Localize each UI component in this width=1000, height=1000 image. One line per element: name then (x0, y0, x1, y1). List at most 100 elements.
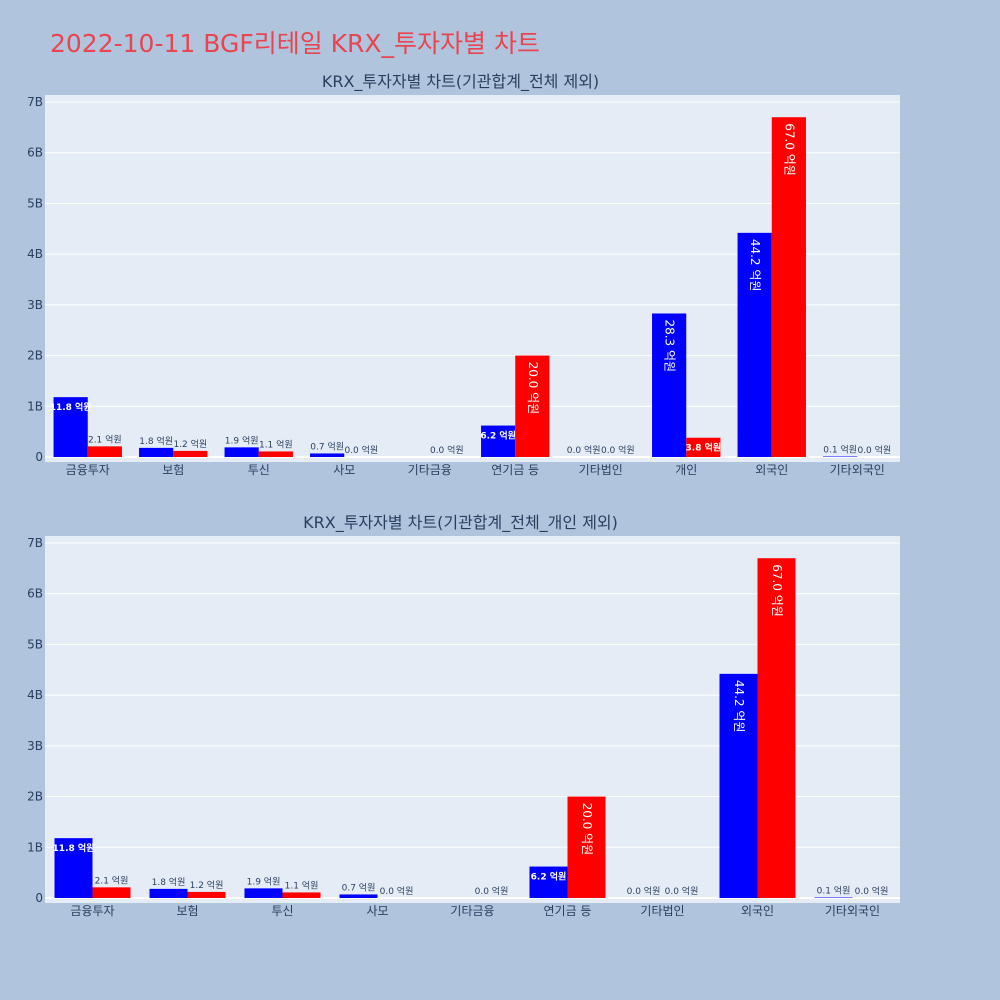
y-tick-label: 2B (27, 790, 43, 804)
bar (224, 447, 259, 457)
x-tick-label: 기타법인 (640, 904, 684, 918)
data-label: 2.1 억원 (88, 433, 122, 445)
y-tick-label: 6B (27, 146, 43, 160)
x-tick-label: 보험 (176, 904, 198, 918)
bar (339, 894, 378, 898)
y-tick-label: 7B (27, 536, 43, 550)
bar (823, 456, 858, 457)
data-label: 0.0 억원 (855, 885, 889, 897)
data-label: 1.9 억원 (247, 875, 281, 887)
data-label: 1.1 억원 (285, 879, 319, 891)
y-tick-label: 1B (27, 399, 43, 413)
bar (54, 838, 93, 898)
data-label: 0.7 억원 (342, 881, 376, 893)
x-tick-label: 금융투자 (70, 904, 114, 918)
data-label: 0.0 억원 (601, 444, 635, 456)
y-tick-label: 3B (27, 739, 43, 753)
data-label: 1.1 억원 (259, 438, 293, 450)
y-tick-label: 4B (27, 688, 43, 702)
x-tick-label: 사모 (366, 904, 388, 918)
y-tick-label: 0 (35, 891, 43, 905)
chart-top: KRX_투자자별 차트(기관합계_전체 제외) 0 1B 2B 3B 4B 5B 6B 7B 금융… (27, 72, 900, 477)
data-label: 44.2 억원 (748, 239, 762, 292)
bar (139, 447, 174, 457)
data-label: 28.3 억원 (663, 319, 677, 372)
bar (515, 355, 550, 457)
data-label: 11.8 억원 (53, 842, 95, 854)
y-tick-label: 1B (27, 840, 43, 854)
page-title: 2022-10-11 BGF리테일 KRX_투자자별 차트 (50, 29, 540, 58)
data-label: 2.1 억원 (95, 874, 129, 886)
x-tick-label: 기타외국인 (830, 463, 885, 477)
data-label: 6.2 억원 (531, 871, 567, 883)
data-label: 44.2 억원 (732, 680, 746, 733)
x-tick-label: 투신 (248, 463, 270, 477)
data-label: 0.0 억원 (567, 444, 601, 456)
y-tick-label: 3B (27, 298, 43, 312)
x-tick-label: 보험 (162, 463, 184, 477)
bar (53, 397, 88, 457)
data-label: 20.0 억원 (526, 362, 540, 415)
x-tick-label: 기타법인 (579, 463, 623, 477)
bar (187, 891, 226, 898)
data-label: 67.0 억원 (782, 123, 796, 176)
data-label: 67.0 억원 (770, 564, 784, 617)
data-label: 0.0 억원 (380, 885, 414, 897)
y-tick-label: 4B (27, 247, 43, 261)
bar (92, 887, 131, 898)
bar (149, 888, 188, 898)
bar (686, 437, 721, 457)
data-label: 0.0 억원 (857, 444, 891, 456)
bar (258, 451, 293, 457)
chart-title: KRX_투자자별 차트(기관합계_전체_개인 제외) (303, 513, 618, 533)
bar (719, 673, 758, 898)
data-label: 0.1 억원 (823, 443, 857, 455)
x-tick-label: 연기금 등 (491, 463, 539, 477)
chart-bottom: KRX_투자자별 차트(기관합계_전체_개인 제외) 0 1B 2B 3B 4B 5B 6B 7… (27, 513, 900, 918)
data-label: 1.2 억원 (173, 438, 207, 450)
y-tick-label: 6B (27, 587, 43, 601)
bar (481, 425, 516, 457)
data-label: 1.9 억원 (225, 434, 259, 446)
x-tick-label: 투신 (271, 904, 293, 918)
x-tick-label: 기타금융 (408, 463, 452, 477)
data-label: 0.7 억원 (310, 440, 344, 452)
data-label: 20.0 억원 (580, 803, 594, 856)
bar (310, 453, 345, 457)
data-label: 11.8 억원 (50, 401, 92, 413)
data-label: 3.8 억원 (686, 442, 722, 454)
x-tick-label: 연기금 등 (544, 904, 592, 918)
data-label: 0.0 억원 (627, 885, 661, 897)
x-tick-label: 사모 (333, 463, 355, 477)
bar (771, 117, 806, 457)
x-tick-label: 개인 (675, 463, 697, 477)
x-tick-label: 금융투자 (66, 463, 110, 477)
x-tick-label: 기타외국인 (825, 904, 880, 918)
y-tick-label: 5B (27, 196, 43, 210)
y-tick-label: 7B (27, 95, 43, 109)
bar (87, 446, 122, 457)
bar (814, 897, 853, 898)
x-tick-label: 기타금융 (450, 904, 494, 918)
y-tick-label: 0 (35, 450, 43, 464)
data-label: 0.0 억원 (430, 444, 464, 456)
data-label: 0.0 억원 (665, 885, 699, 897)
bar (567, 796, 606, 898)
data-label: 0.1 억원 (817, 884, 851, 896)
data-label: 1.2 억원 (190, 879, 224, 891)
data-label: 0.0 억원 (344, 444, 378, 456)
y-tick-label: 2B (27, 349, 43, 363)
x-tick-label: 외국인 (741, 904, 774, 918)
data-label: 6.2 억원 (480, 430, 516, 442)
x-tick-label: 외국인 (755, 463, 788, 477)
bar (173, 450, 208, 457)
bar (282, 892, 321, 898)
bar (737, 232, 772, 457)
bar (652, 313, 687, 457)
y-tick-label: 5B (27, 637, 43, 651)
bar (529, 866, 568, 898)
data-label: 1.8 억원 (139, 435, 173, 447)
chart-title: KRX_투자자별 차트(기관합계_전체 제외) (322, 72, 599, 92)
data-label: 0.0 억원 (475, 885, 509, 897)
data-label: 1.8 억원 (152, 876, 186, 888)
